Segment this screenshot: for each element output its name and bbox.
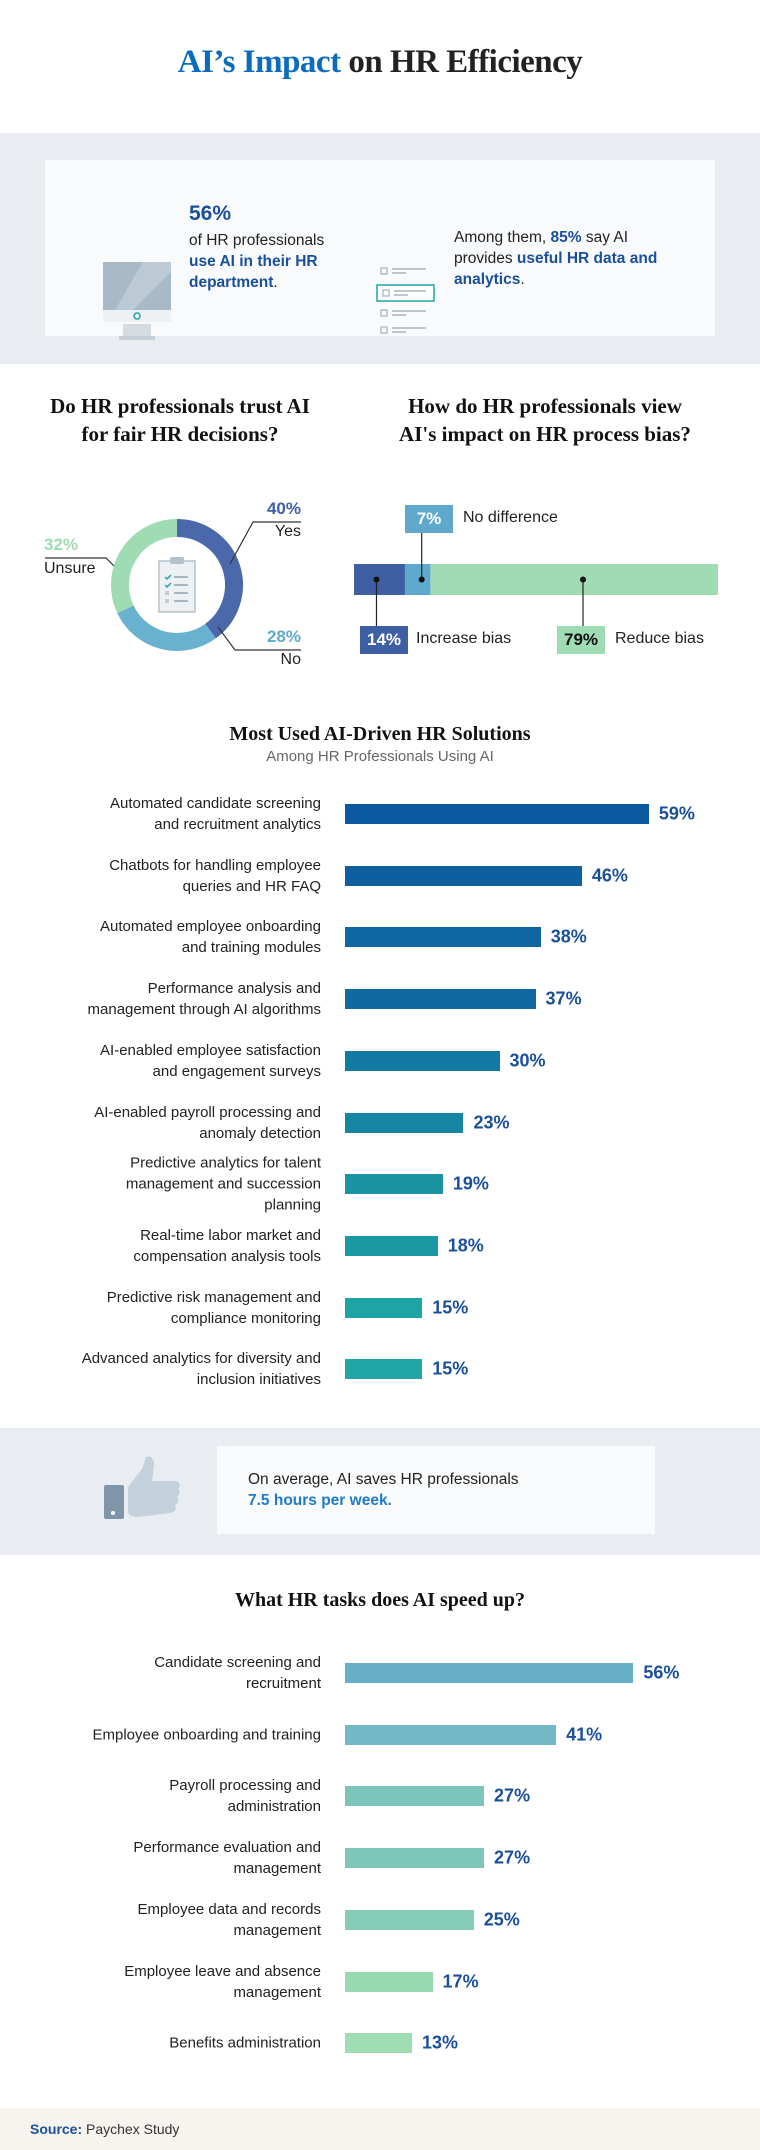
solution-label: Real-time labor market and compensation … bbox=[133, 1226, 321, 1265]
donut-slice-unsure bbox=[111, 519, 178, 614]
solution-bar bbox=[345, 1235, 438, 1256]
stat-85: Among them, 85% say AI provides useful H… bbox=[454, 229, 658, 288]
solution-value-label: 23% bbox=[473, 1112, 510, 1132]
solution-bar bbox=[345, 989, 536, 1010]
thumbs-up-icon bbox=[104, 1456, 180, 1519]
trust-question: Do HR professionals trust AI for fair HR… bbox=[50, 394, 310, 446]
unsure-label: Unsure bbox=[44, 560, 96, 577]
no-difference-label: No difference bbox=[463, 509, 558, 526]
task-label: Benefits administration bbox=[169, 2034, 321, 2052]
task-value-label: 27% bbox=[494, 1785, 531, 1806]
task-value-label: 27% bbox=[494, 1847, 531, 1868]
no-label: No bbox=[280, 651, 301, 668]
yes-label: Yes bbox=[274, 523, 301, 540]
solution-bar bbox=[345, 865, 582, 886]
solution-bar bbox=[345, 1050, 500, 1071]
task-bar bbox=[345, 2033, 412, 2054]
task-value-label: 17% bbox=[442, 1971, 479, 1991]
task-bar bbox=[345, 1663, 634, 1683]
bias-stacked-bar bbox=[354, 533, 718, 626]
solution-label: Automated candidate screening and recrui… bbox=[110, 795, 321, 833]
solution-value-label: 18% bbox=[447, 1235, 484, 1256]
solution-value-label: 38% bbox=[550, 926, 587, 947]
footer: Source: Paychex Study bbox=[0, 2108, 760, 2150]
task-bar bbox=[345, 1848, 485, 1869]
unsure-leader-line bbox=[45, 557, 115, 567]
no-leader-line bbox=[217, 626, 301, 651]
solution-label: Performance analysis and management thro… bbox=[87, 980, 321, 1019]
unsure-percent: 32% bbox=[44, 535, 79, 554]
task-bar bbox=[345, 1909, 474, 1930]
solution-label: AI-enabled employee satisfaction and eng… bbox=[100, 1041, 321, 1080]
monitor-icon bbox=[103, 262, 171, 340]
increase-bias-dot bbox=[373, 576, 380, 583]
solutions-chart-title: Most Used AI-Driven HR Solutions bbox=[229, 723, 531, 745]
clipboard-icon bbox=[158, 557, 196, 613]
task-label: Performance evaluation and management bbox=[133, 1839, 321, 1878]
solution-value-label: 59% bbox=[658, 803, 695, 824]
task-label: Payroll processing and administration bbox=[169, 1777, 321, 1816]
page-title: AI’s Impact on HR Efficiency bbox=[177, 44, 583, 80]
solution-value-label: 15% bbox=[432, 1358, 469, 1379]
solution-bar bbox=[345, 1297, 423, 1318]
bias-segment-reduce-bias bbox=[430, 564, 718, 595]
solution-label: Advanced analytics for diversity and inc… bbox=[81, 1350, 321, 1389]
task-value-label: 13% bbox=[421, 2032, 458, 2053]
solution-label: Automated employee onboarding and traini… bbox=[100, 918, 321, 957]
reduce-bias-dot bbox=[580, 576, 586, 583]
no-difference-percent: 7% bbox=[405, 505, 453, 533]
solution-label: AI-enabled payroll processing and anomal… bbox=[94, 1103, 321, 1142]
no-difference-dot bbox=[418, 576, 425, 583]
solution-label: Predictive analytics for talent manageme… bbox=[125, 1154, 321, 1214]
bias-segment-no-difference bbox=[404, 564, 431, 595]
source-note: Source: Paychex Study bbox=[30, 2121, 180, 2137]
solution-value-label: 30% bbox=[509, 1050, 546, 1071]
solution-label: Chatbots for handling employee queries a… bbox=[109, 856, 321, 895]
yes-percent: 40% bbox=[266, 499, 301, 518]
solution-label: Predictive risk management and complianc… bbox=[106, 1288, 321, 1327]
solution-bar bbox=[345, 1359, 423, 1380]
solution-bar bbox=[345, 804, 649, 824]
solution-value-label: 15% bbox=[432, 1297, 469, 1318]
increase-bias-percent: 14% bbox=[360, 626, 408, 654]
task-value-label: 56% bbox=[643, 1662, 680, 1683]
tasks-chart-title: What HR tasks does AI speed up? bbox=[234, 1589, 526, 1611]
task-bar bbox=[345, 1786, 485, 1807]
task-label: Employee data and records management bbox=[137, 1900, 321, 1939]
solution-value-label: 37% bbox=[545, 988, 582, 1009]
stat-56: 56% of HR professionals use AI in their H… bbox=[189, 202, 325, 291]
solution-value-label: 19% bbox=[452, 1173, 489, 1194]
solutions-chart-subtitle: Among HR Professionals Using AI bbox=[266, 748, 494, 765]
task-label: Employee onboarding and training bbox=[92, 1726, 322, 1744]
donut-slice-yes bbox=[176, 519, 243, 639]
bias-question: How do HR professionals view AI's impact… bbox=[399, 394, 691, 446]
task-value-label: 25% bbox=[483, 1909, 520, 1930]
task-label: Candidate screening and recruitment bbox=[154, 1654, 321, 1692]
task-bar bbox=[345, 1971, 433, 1992]
list-icon bbox=[376, 267, 435, 334]
yes-leader-line bbox=[229, 521, 301, 565]
savings-card bbox=[217, 1446, 655, 1534]
trust-donut-chart bbox=[45, 519, 301, 651]
reduce-bias-label: Reduce bias bbox=[615, 630, 704, 647]
solution-bar bbox=[345, 1174, 443, 1195]
solution-bar bbox=[345, 927, 541, 948]
solution-bar bbox=[345, 1112, 464, 1133]
solution-value-label: 46% bbox=[591, 865, 628, 886]
task-value-label: 41% bbox=[566, 1724, 603, 1745]
donut-slice-no bbox=[117, 605, 216, 651]
task-bar bbox=[345, 1724, 557, 1745]
savings-text: On average, AI saves HR professionals 7.5… bbox=[248, 1471, 519, 1509]
increase-bias-label: Increase bias bbox=[416, 630, 512, 647]
no-percent: 28% bbox=[266, 627, 301, 646]
task-label: Employee leave and absence management bbox=[124, 1962, 321, 2001]
reduce-bias-percent: 79% bbox=[557, 626, 605, 654]
